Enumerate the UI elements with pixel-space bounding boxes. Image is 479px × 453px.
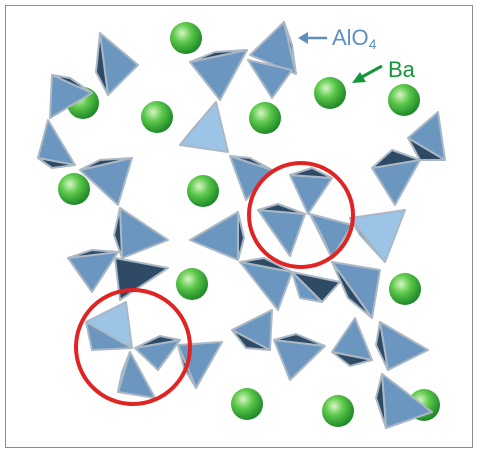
ba-atom [170,22,202,54]
alo4-tetrahedron [289,167,333,215]
diagonal-arrow-icon [352,64,383,83]
alo4-tetrahedron [375,321,429,371]
alo4-tetrahedron [37,119,76,169]
alo4-tetrahedron [95,32,139,96]
highlight-ring [247,161,355,269]
ba-atom [176,268,208,300]
alo4-tetrahedron [179,101,229,153]
alo4-tetrahedron [67,249,119,293]
ba-atom [58,173,90,205]
alo4-tetrahedron [331,317,373,367]
ba-atom [322,395,354,427]
alo4-tetrahedron [257,203,306,257]
alo4-tetrahedron [231,309,273,351]
alo4-tetrahedron [239,257,293,311]
alo4-tetrahedron [407,111,446,161]
alo4-tetrahedron [79,157,133,206]
alo4-tetrahedron [349,209,406,263]
alo4-tetrahedron [177,341,223,389]
ba-atom [141,101,173,133]
left-arrow-icon [298,32,327,44]
alo4-tetrahedron [371,149,421,206]
ba-atom [314,77,346,109]
alo4-tetrahedron [247,59,293,99]
alo4-tetrahedron [113,207,169,259]
ba-atom [231,388,263,420]
ba-atom [187,175,219,207]
alo4-tetrahedron [134,335,181,371]
alo4-tetrahedron [117,351,156,399]
ba-atom [389,273,421,305]
highlight-rings [74,161,355,406]
alo4-tetrahedron [189,211,245,261]
alo4-tetrahedron [85,301,133,351]
ba-atom [388,84,420,116]
alo4-tetrahedron [273,333,326,381]
alo4-tetrahedron [291,271,341,303]
ba-legend-label: Ba [388,57,415,82]
alo4-tetrahedron [189,49,248,101]
alo4-tetrahedron [331,261,381,319]
alo4-tetrahedron [249,21,297,75]
alo4-label-subscript: 4 [368,36,377,52]
alo4-legend-label: AlO4 [332,25,377,52]
alo4-tetrahedron [49,74,93,119]
alo4-label-text: AlO [332,25,369,50]
alo4-tetrahedron [114,257,169,301]
alo4-tetrahedron [309,213,353,259]
alo4-tetrahedra [37,21,446,429]
ba-atom [249,102,281,134]
highlight-ring [74,288,192,406]
alo4-tetrahedron [375,373,433,429]
